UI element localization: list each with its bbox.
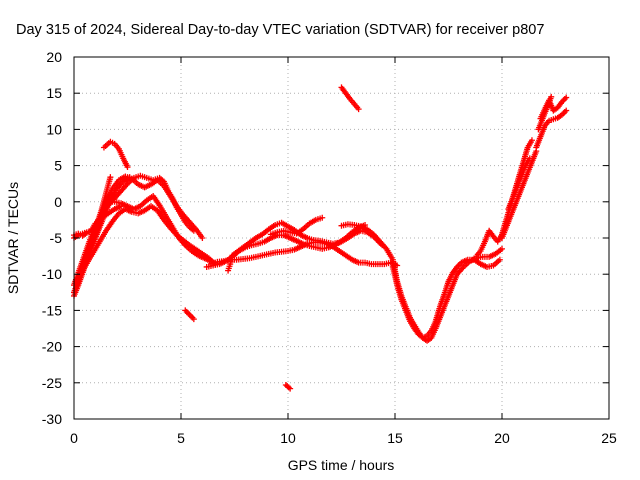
- x-tick-label: 5: [177, 430, 185, 446]
- data-point: [563, 107, 570, 114]
- x-axis: 0 5 10 15 20 25: [70, 57, 617, 446]
- y-tick-label: 15: [46, 85, 62, 101]
- x-axis-label: GPS time / hours: [288, 457, 395, 473]
- y-tick-label: -30: [42, 411, 62, 427]
- data-point: [499, 245, 505, 252]
- y-tick-label: 20: [46, 49, 62, 65]
- y-tick-label: -25: [42, 375, 62, 391]
- y-axis-label: SDTVAR / TECUs: [5, 182, 21, 294]
- x-tick-label: 10: [280, 430, 296, 446]
- data-point: [190, 316, 197, 323]
- y-tick-label: -5: [50, 230, 63, 246]
- data-point: [126, 174, 133, 181]
- data-point: [107, 174, 114, 181]
- data-point: [199, 235, 206, 241]
- y-tick-label: -15: [42, 302, 62, 318]
- data-point: [118, 203, 125, 210]
- x-tick-label: 20: [494, 430, 510, 446]
- data-point: [526, 155, 533, 162]
- data-point: [319, 214, 326, 221]
- y-tick-label: 0: [54, 194, 62, 210]
- y-axis: -30 -25 -20 -15 -10 -5 0 5 10 15 20: [42, 49, 609, 427]
- data-point: [287, 385, 294, 392]
- y-tick-label: -20: [42, 339, 62, 355]
- data-point: [548, 93, 555, 100]
- x-tick-label: 15: [387, 430, 403, 446]
- y-tick-label: 10: [46, 121, 62, 137]
- data-point: [496, 256, 503, 263]
- y-tick-label: 5: [54, 158, 62, 174]
- data-point: [124, 164, 131, 171]
- data-point: [563, 94, 570, 101]
- data-point: [355, 106, 362, 113]
- data-point: [528, 137, 535, 144]
- x-tick-label: 25: [601, 430, 617, 446]
- chart-title: Day 315 of 2024, Sidereal Day-to-day VTE…: [16, 22, 544, 38]
- y-tick-label: -10: [42, 266, 62, 282]
- x-tick-label: 0: [70, 430, 78, 446]
